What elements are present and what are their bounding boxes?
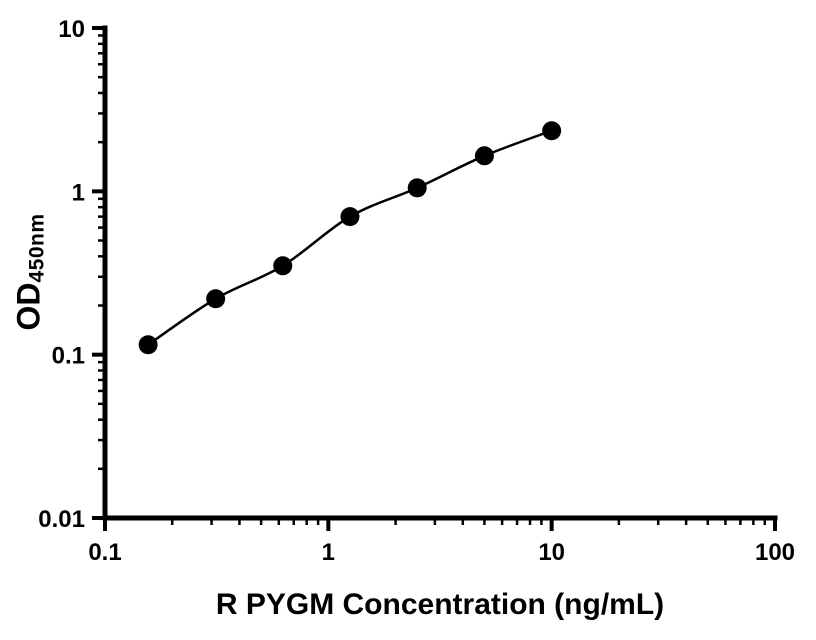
axes bbox=[102, 25, 778, 521]
y-tick-label: 0.1 bbox=[52, 343, 85, 370]
data-point bbox=[273, 256, 293, 276]
y-tick-label: 1 bbox=[72, 179, 85, 206]
x-tick-label: 10 bbox=[538, 539, 565, 566]
axis-ticks bbox=[92, 26, 777, 531]
fit-curve bbox=[147, 129, 553, 346]
axis-lines bbox=[102, 25, 778, 521]
x-tick-label: 1 bbox=[322, 539, 335, 566]
data-point bbox=[206, 289, 226, 309]
data-point bbox=[340, 207, 360, 227]
data-series bbox=[138, 121, 562, 355]
data-point bbox=[542, 121, 562, 141]
y-axis-title-subscript: 450nm bbox=[25, 213, 49, 283]
data-point bbox=[407, 178, 427, 198]
y-tick-label: 10 bbox=[58, 16, 85, 43]
y-tick-label: 0.01 bbox=[38, 506, 85, 533]
data-point bbox=[138, 335, 158, 355]
x-axis-title: R PYGM Concentration (ng/mL) bbox=[215, 588, 665, 621]
y-axis-title: OD450nm bbox=[11, 213, 50, 330]
y-axis-title-main: OD bbox=[10, 282, 47, 331]
x-tick-label: 100 bbox=[755, 539, 795, 566]
data-point bbox=[474, 146, 494, 166]
x-tick-label: 0.1 bbox=[88, 539, 121, 566]
